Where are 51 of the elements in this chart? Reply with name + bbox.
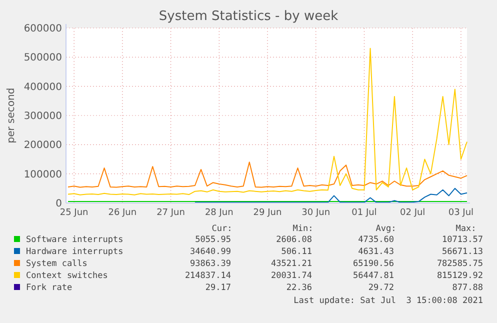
text: 93863.39 <box>190 259 231 269</box>
text: 56447.81 <box>353 271 394 281</box>
text: 815129.92 <box>436 271 483 281</box>
y-tick-label: 0 <box>56 198 62 210</box>
legend-label: Context switches <box>26 271 108 281</box>
y-tick-label: 300000 <box>24 111 62 122</box>
line-series <box>68 48 468 196</box>
y-tick-label: 200000 <box>24 140 62 152</box>
x-tick-label: 01 Jul <box>352 208 377 218</box>
y-tick-label: 400000 <box>24 82 62 93</box>
legend-label: System calls <box>26 259 88 269</box>
x-tick-label: 26 Jun <box>108 208 137 218</box>
text: 5055.95 <box>195 235 231 245</box>
line-series <box>68 162 468 188</box>
legend-label: Software interrupts <box>26 235 124 245</box>
text: 782585.75 <box>436 259 483 269</box>
x-tick-label: 28 Jun <box>204 208 234 218</box>
text: Last update: Sat Jul 3 15:00:08 2021 <box>294 296 483 306</box>
text: 214837.14 <box>184 271 231 281</box>
text: 4631.43 <box>358 247 394 257</box>
x-tick-label: 03 Jul <box>448 208 474 218</box>
text: 10713.57 <box>442 235 483 245</box>
text: Cur: <box>212 224 232 234</box>
y-tick-label: 500000 <box>24 52 62 64</box>
text: 20031.74 <box>271 271 312 281</box>
y-tick-label: 100000 <box>24 169 62 180</box>
legend-label: Fork rate <box>26 283 72 293</box>
text: 29.17 <box>205 283 231 293</box>
text: 4735.60 <box>358 235 394 245</box>
x-tick-label: 27 Jun <box>156 208 185 218</box>
text: 56671.13 <box>442 247 483 257</box>
text: Max: <box>456 224 476 234</box>
text: 877.88 <box>452 283 483 293</box>
text: 43521.21 <box>271 259 312 269</box>
text: 29.72 <box>368 283 394 293</box>
legend-label: Hardware interrupts <box>26 247 124 257</box>
y-tick-label: 600000 <box>24 24 62 34</box>
text: 34640.99 <box>190 247 231 257</box>
x-tick-label: 02 Jul <box>400 208 426 218</box>
text: 65190.56 <box>353 259 394 269</box>
text: 2606.08 <box>276 235 312 245</box>
text: 22.36 <box>286 283 312 293</box>
text: 506.11 <box>281 247 312 257</box>
x-tick-label: 30 Jun <box>302 208 330 218</box>
line-series <box>194 188 468 203</box>
text: Avg: <box>376 224 396 234</box>
text: Min: <box>292 224 314 234</box>
x-tick-label: 29 Jun <box>253 208 282 218</box>
y-axis-title: per second <box>6 88 17 144</box>
chart-title: System Statistics - by week <box>158 9 339 24</box>
x-tick-label: 25 Jun <box>60 208 88 218</box>
